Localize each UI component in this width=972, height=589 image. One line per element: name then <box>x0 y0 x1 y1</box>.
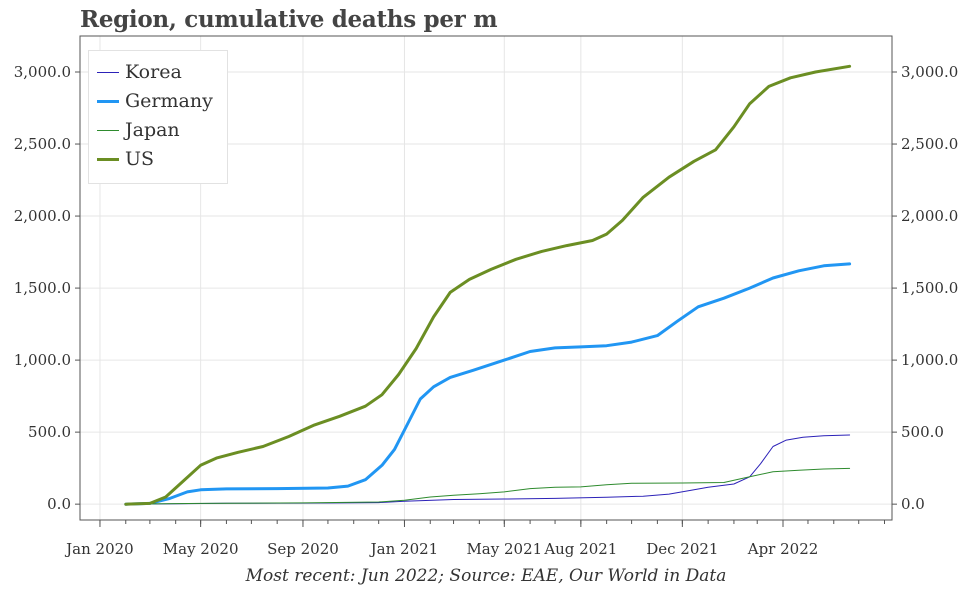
source-note: Most recent: Jun 2022; Source: EAE, Our … <box>245 566 727 586</box>
y-tick-label-right: 1,500.0 <box>901 279 958 297</box>
y-axis-right: 0.0 500.0 1,000.0 1,500.0 2,000.0 2,500.0 3,00… <box>892 63 958 513</box>
series-line-japan <box>125 467 851 505</box>
legend-swatch-us <box>97 157 119 161</box>
series-lines <box>124 64 852 506</box>
x-tick-label: Jan 2021 <box>369 540 439 558</box>
y-tick-label-left: 1,000.0 <box>14 351 71 369</box>
y-tick-label-left: 3,000.0 <box>14 63 71 81</box>
x-tick-label: May 2020 <box>163 540 239 558</box>
plot-border <box>79 35 893 521</box>
series-line-germany <box>124 262 852 506</box>
legend-label-germany: Germany <box>125 90 213 112</box>
y-tick-label-right: 0.0 <box>901 495 925 513</box>
y-tick-label-left: 1,500.0 <box>14 279 71 297</box>
series-line-us <box>124 64 852 506</box>
legend-label-us: US <box>125 148 155 170</box>
series-line-korea <box>125 434 851 505</box>
y-tick-label-left: 0.0 <box>47 495 71 513</box>
y-tick-label-right: 1,000.0 <box>901 351 958 369</box>
y-tick-label-right: 500.0 <box>901 423 944 441</box>
y-axis-left: 0.0 500.0 1,000.0 1,500.0 2,000.0 2,500.0 3,00… <box>14 63 80 513</box>
legend-swatch-korea <box>97 71 119 73</box>
legend-item-japan: Japan <box>97 117 180 143</box>
legend-label-japan: Japan <box>125 119 180 141</box>
chart-title: Region, cumulative deaths per m <box>80 6 498 33</box>
plot-frame <box>79 35 893 521</box>
x-tick-label: Sep 2020 <box>267 540 339 558</box>
legend-item-germany: Germany <box>97 88 213 114</box>
legend-item-korea: Korea <box>97 59 182 85</box>
x-tick-label: Jan 2020 <box>64 540 134 558</box>
y-tick-label-right: 2,000.0 <box>901 207 958 225</box>
x-axis: Jan 2020 May 2020 Sep 2020 Jan 2021 May 2021… <box>64 520 886 558</box>
x-tick-label: May 2021 <box>466 540 542 558</box>
legend: Korea Germany Japan US <box>88 50 228 184</box>
legend-item-us: US <box>97 146 154 172</box>
y-tick-label-left: 2,000.0 <box>14 207 71 225</box>
legend-label-korea: Korea <box>125 61 182 83</box>
legend-swatch-germany <box>97 99 119 103</box>
y-tick-label-right: 3,000.0 <box>901 63 958 81</box>
x-tick-label: Aug 2021 <box>543 540 617 558</box>
legend-swatch-japan <box>97 129 119 131</box>
y-tick-label-left: 2,500.0 <box>14 135 71 153</box>
x-tick-label: Dec 2021 <box>646 540 718 558</box>
x-tick-label: Apr 2022 <box>747 540 819 558</box>
y-tick-label-left: 500.0 <box>28 423 71 441</box>
y-tick-label-right: 2,500.0 <box>901 135 958 153</box>
